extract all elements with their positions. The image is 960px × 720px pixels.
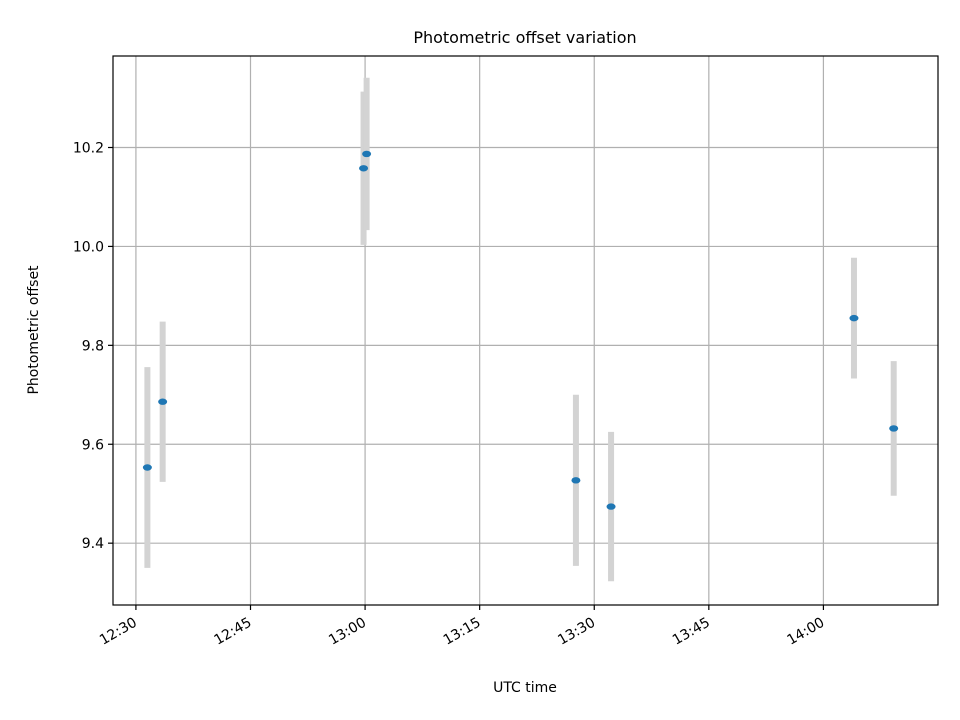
data-point: [849, 314, 859, 322]
y-tick-label: 9.4: [82, 536, 104, 552]
x-axis-label: UTC time: [493, 680, 557, 696]
chart-title: Photometric offset variation: [413, 28, 636, 47]
y-tick-label: 10.2: [73, 141, 104, 157]
y-tick-label: 10.0: [73, 239, 104, 255]
y-tick-label: 9.6: [82, 437, 104, 453]
data-point: [158, 398, 168, 405]
data-point: [359, 165, 369, 172]
data-points: [142, 150, 899, 510]
data-point: [142, 464, 152, 471]
plot-frame: [112, 55, 939, 606]
y-tick-label: 9.8: [82, 338, 104, 354]
data-point: [606, 503, 616, 510]
y-axis-label: Photometric offset: [26, 265, 42, 395]
data-point: [571, 477, 581, 484]
data-point: [889, 425, 899, 432]
data-point: [362, 150, 372, 158]
